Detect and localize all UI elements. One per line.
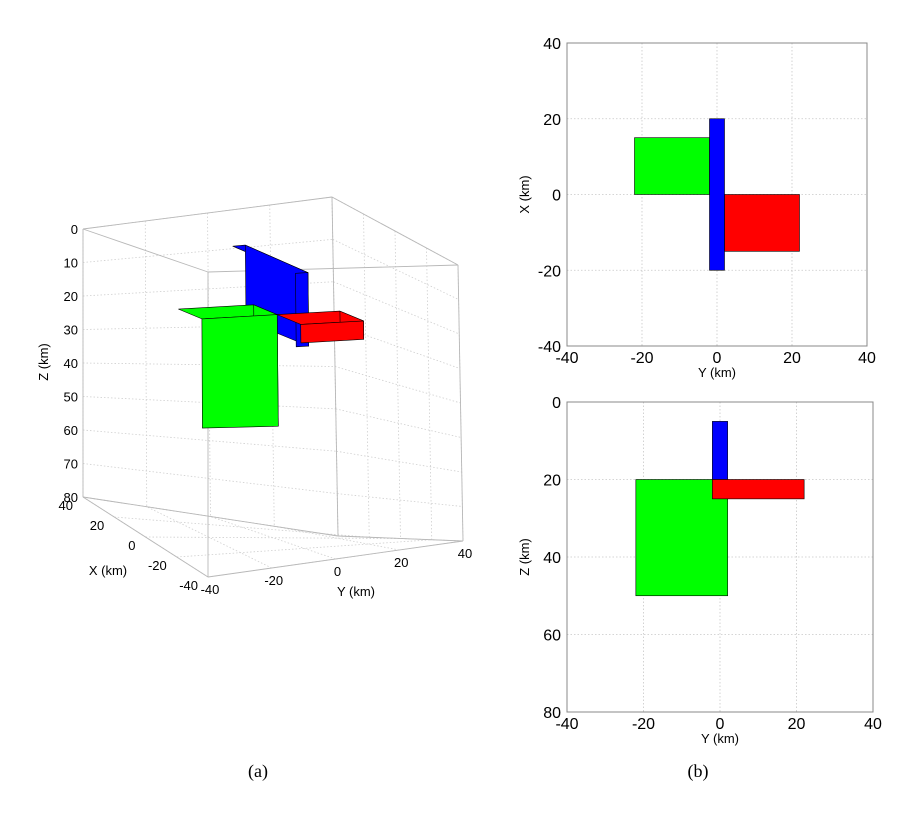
x-tick-label: 40 [59,498,73,513]
z-tick-label: 30 [64,323,78,338]
wall2-grid-h [335,408,462,438]
x-tick-label: 20 [90,518,104,533]
floor-grid-x [114,516,370,538]
axis-box-edge [457,264,464,542]
wall2-grid-h [336,450,462,473]
floor-grid-x [176,539,432,558]
x-tick-label: 0 [716,716,725,733]
plot-frame [566,42,868,347]
y-tick-label: 0 [334,564,341,579]
x-tick-label: -40 [555,350,578,367]
axis-box-edge [82,496,339,537]
z-axis-label: Z (km) [36,343,51,381]
z-tick-label: 50 [64,390,78,405]
y-axis-label: Y (km) [337,584,375,599]
axis-box-edge [337,535,464,542]
x-axis-label: X (km) [89,563,127,578]
floor-grid-y [146,506,272,569]
wall2-grid-h [332,239,459,300]
x-tick-label: 20 [788,716,806,733]
rect-mark [712,421,728,480]
floor-grid-y [274,525,400,551]
wall-grid-h [82,429,337,452]
x-tick-label: 0 [128,538,135,553]
y-axis-label: Z (km) [517,538,532,576]
y-tick-label: 20 [543,473,561,490]
x-tick-label: 0 [713,350,722,367]
wall2-grid-h [334,366,461,404]
y-tick-label: 20 [394,555,408,570]
y-tick-label: 0 [552,188,561,205]
x-tick-label: 40 [858,350,876,367]
block-green-face [201,314,279,429]
axis-box-edge [331,196,339,537]
x-axis-label: Y (km) [701,731,739,746]
y-tick-label: -20 [264,573,283,588]
block-red-face [300,320,365,344]
rect-mark [634,137,710,195]
caption-a: (a) [248,761,268,782]
axis-box-edge [207,540,464,578]
plot-frame [566,401,874,713]
floor-grid-y [210,516,336,560]
wall-grid-h [82,463,338,495]
y-tick-label: 20 [543,112,561,129]
x-tick-label: 20 [783,350,801,367]
x-tick-label: -20 [630,350,653,367]
y-tick-label: -40 [201,582,220,597]
z-tick-label: 70 [64,457,78,472]
z-tick-label: 10 [64,256,78,271]
axis-box-edge [82,196,333,230]
x-tick-label: 40 [864,716,882,733]
y-tick-label: -20 [538,263,561,280]
y-tick-label: 0 [552,395,561,412]
wall-grid-v [144,220,148,507]
y-tick-label: -40 [538,339,561,356]
y-tick-label: 40 [543,550,561,567]
wall2-grid-v [394,230,401,539]
y-axis-label: X (km) [517,175,532,213]
x-tick-label: -40 [555,716,578,733]
rect-mark [724,194,800,252]
z-tick-label: 80 [64,490,78,505]
axis-box-edge [82,228,209,273]
wall2-grid-h [333,281,460,335]
caption-b: (b) [688,761,709,782]
x-axis-label: Y (km) [698,365,736,380]
x-tick-label: -20 [148,558,167,573]
y-tick-label: 40 [458,546,472,561]
z-tick-label: 20 [64,289,78,304]
floor-grid-x [145,536,401,539]
axis-box-edge [82,496,209,578]
z-tick-label: 40 [64,356,78,371]
panel-b-top-xy-plot: -40 -20 0 20 40 40 20 0 -20 -40 Y (km) X (km) [517,36,876,380]
rect-mark [712,479,805,500]
y-tick-label: 40 [543,36,561,53]
panel-b-bottom-yz-plot: -40 -20 0 20 40 0 20 40 60 80 Y (km) Z (km) [517,395,882,746]
z-tick-label: 0 [71,222,78,237]
y-tick-label: 60 [543,628,561,645]
axis-box-edge [331,196,459,266]
y-tick-label: 80 [543,705,561,722]
rect-mark [709,118,725,271]
x-tick-label: -40 [179,578,198,593]
x-tick-label: -20 [632,716,655,733]
z-tick-label: 60 [64,423,78,438]
